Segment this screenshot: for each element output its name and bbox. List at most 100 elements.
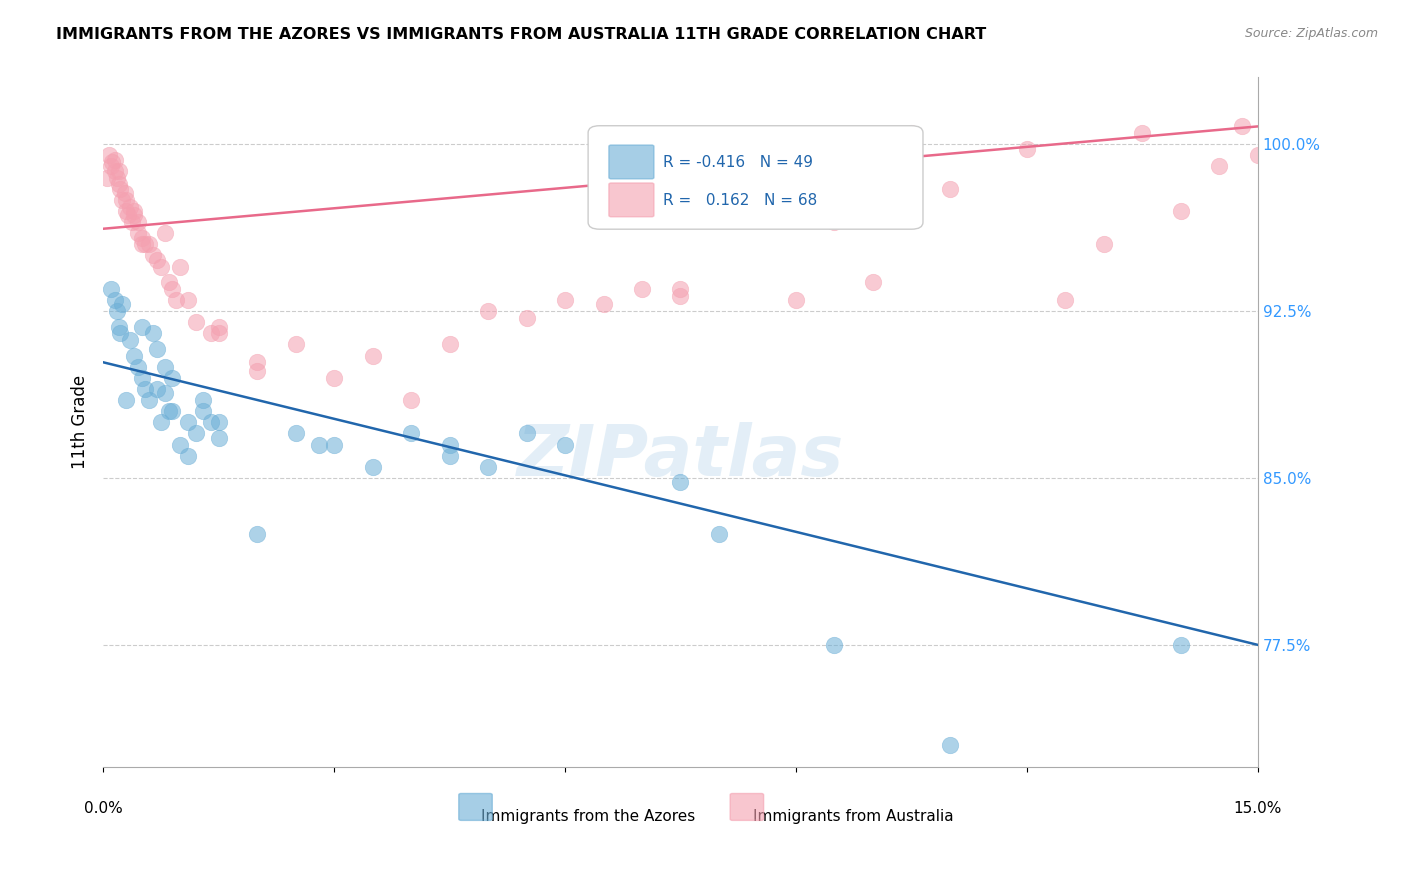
- Point: [127, 226, 149, 240]
- Point: [162, 404, 184, 418]
- Point: [108, 326, 131, 341]
- Point: [146, 252, 169, 267]
- Point: [121, 215, 143, 229]
- Text: R =   0.162   N = 68: R = 0.162 N = 68: [664, 193, 817, 208]
- Text: Source: ZipAtlas.com: Source: ZipAtlas.com: [1244, 27, 1378, 40]
- Point: [477, 459, 499, 474]
- Point: [122, 203, 145, 218]
- Point: [162, 371, 184, 385]
- Point: [900, 126, 922, 140]
- Point: [177, 415, 200, 429]
- Point: [115, 393, 138, 408]
- Point: [308, 437, 330, 451]
- Point: [246, 355, 269, 369]
- Point: [96, 170, 118, 185]
- Point: [122, 208, 145, 222]
- Point: [149, 260, 172, 274]
- FancyBboxPatch shape: [609, 145, 654, 178]
- Point: [1092, 237, 1115, 252]
- FancyBboxPatch shape: [730, 794, 763, 821]
- Point: [1247, 148, 1270, 162]
- Point: [939, 182, 962, 196]
- Point: [107, 319, 129, 334]
- Point: [111, 193, 134, 207]
- Point: [157, 404, 180, 418]
- Point: [134, 237, 156, 252]
- Point: [104, 153, 127, 167]
- Point: [823, 638, 845, 652]
- Point: [138, 237, 160, 252]
- Point: [361, 459, 384, 474]
- Text: R = -0.416   N = 49: R = -0.416 N = 49: [664, 155, 813, 169]
- Point: [900, 208, 922, 222]
- Point: [207, 326, 229, 341]
- Point: [1015, 142, 1038, 156]
- Point: [127, 215, 149, 229]
- Point: [246, 526, 269, 541]
- Point: [592, 297, 614, 311]
- Point: [177, 293, 200, 307]
- Point: [146, 342, 169, 356]
- Point: [149, 415, 172, 429]
- FancyBboxPatch shape: [609, 183, 654, 217]
- Point: [939, 738, 962, 752]
- Point: [104, 293, 127, 307]
- Point: [669, 282, 692, 296]
- Point: [439, 449, 461, 463]
- Y-axis label: 11th Grade: 11th Grade: [72, 376, 89, 469]
- Point: [785, 293, 807, 307]
- Point: [127, 359, 149, 374]
- Point: [184, 426, 207, 441]
- Text: IMMIGRANTS FROM THE AZORES VS IMMIGRANTS FROM AUSTRALIA 11TH GRADE CORRELATION C: IMMIGRANTS FROM THE AZORES VS IMMIGRANTS…: [56, 27, 987, 42]
- Point: [554, 293, 576, 307]
- Point: [515, 426, 537, 441]
- Point: [399, 393, 422, 408]
- Text: 15.0%: 15.0%: [1233, 801, 1282, 815]
- FancyBboxPatch shape: [458, 794, 492, 821]
- Point: [142, 326, 165, 341]
- Point: [114, 186, 136, 201]
- Point: [162, 282, 184, 296]
- Point: [1170, 638, 1192, 652]
- Point: [107, 178, 129, 192]
- Point: [1130, 126, 1153, 140]
- Point: [193, 404, 215, 418]
- Point: [200, 326, 222, 341]
- Point: [120, 200, 142, 214]
- Text: Immigrants from the Azores: Immigrants from the Azores: [481, 809, 695, 823]
- Point: [207, 319, 229, 334]
- Point: [246, 364, 269, 378]
- Point: [108, 182, 131, 196]
- Point: [115, 203, 138, 218]
- Point: [200, 415, 222, 429]
- Point: [284, 337, 307, 351]
- Point: [184, 315, 207, 329]
- Point: [862, 275, 884, 289]
- Point: [631, 282, 654, 296]
- Point: [111, 297, 134, 311]
- Point: [157, 275, 180, 289]
- Point: [117, 208, 139, 222]
- Point: [153, 359, 176, 374]
- Text: 0.0%: 0.0%: [84, 801, 122, 815]
- Point: [399, 426, 422, 441]
- Point: [515, 310, 537, 325]
- Point: [100, 282, 122, 296]
- FancyBboxPatch shape: [588, 126, 922, 229]
- Point: [823, 215, 845, 229]
- Point: [153, 386, 176, 401]
- Point: [122, 349, 145, 363]
- Point: [131, 319, 153, 334]
- Point: [107, 164, 129, 178]
- Point: [153, 226, 176, 240]
- Point: [707, 526, 730, 541]
- Point: [669, 288, 692, 302]
- Point: [669, 475, 692, 490]
- Point: [1170, 203, 1192, 218]
- Point: [105, 170, 128, 185]
- Point: [131, 237, 153, 252]
- Text: ZIPatlas: ZIPatlas: [517, 422, 844, 491]
- Point: [134, 382, 156, 396]
- Point: [177, 449, 200, 463]
- Point: [131, 371, 153, 385]
